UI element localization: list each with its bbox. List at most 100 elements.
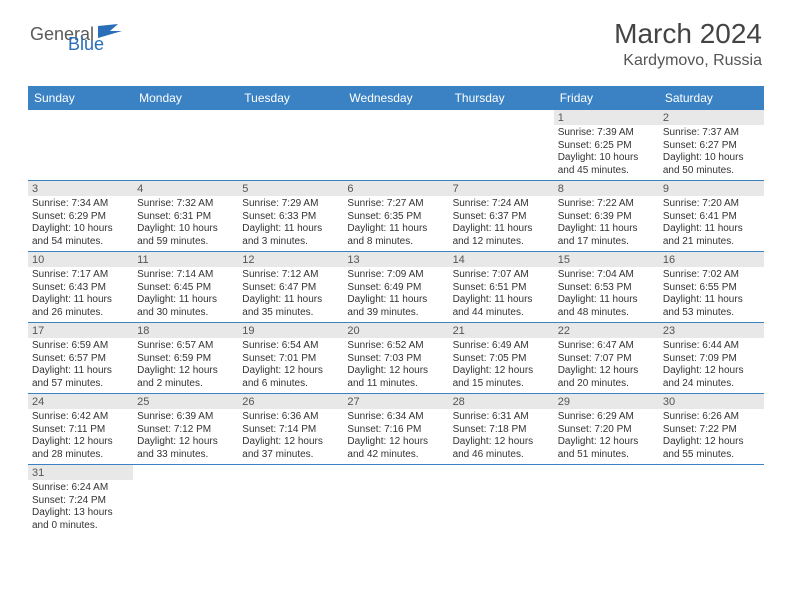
day-cell-7: Sunrise: 7:24 AMSunset: 6:37 PMDaylight:… bbox=[449, 196, 554, 252]
day-17-d1: Daylight: 11 hours bbox=[32, 365, 129, 378]
day-cell-18: Sunrise: 6:57 AMSunset: 6:59 PMDaylight:… bbox=[133, 338, 238, 394]
day-3-d2: and 54 minutes. bbox=[32, 236, 129, 249]
week-1-daynum-row: 3456789 bbox=[28, 181, 764, 197]
daynum-empty bbox=[449, 110, 554, 125]
day-6-d2: and 8 minutes. bbox=[347, 236, 444, 249]
day-21-d2: and 15 minutes. bbox=[453, 378, 550, 391]
day-19-sr: Sunrise: 6:54 AM bbox=[242, 340, 339, 353]
day-cell-11: Sunrise: 7:14 AMSunset: 6:45 PMDaylight:… bbox=[133, 267, 238, 323]
day-cell-empty bbox=[133, 125, 238, 181]
day-31-sr: Sunrise: 6:24 AM bbox=[32, 482, 129, 495]
day-10-d2: and 26 minutes. bbox=[32, 307, 129, 320]
day-23-d2: and 24 minutes. bbox=[663, 378, 760, 391]
day-cell-1: Sunrise: 7:39 AMSunset: 6:25 PMDaylight:… bbox=[554, 125, 659, 181]
day-23-d1: Daylight: 12 hours bbox=[663, 365, 760, 378]
daynum-23: 23 bbox=[659, 323, 764, 339]
day-2-d2: and 50 minutes. bbox=[663, 165, 760, 178]
day-19-d1: Daylight: 12 hours bbox=[242, 365, 339, 378]
day-22-ss: Sunset: 7:07 PM bbox=[558, 353, 655, 366]
daynum-empty bbox=[238, 110, 343, 125]
day-18-d1: Daylight: 12 hours bbox=[137, 365, 234, 378]
month-title: March 2024 bbox=[614, 18, 762, 50]
day-16-ss: Sunset: 6:55 PM bbox=[663, 282, 760, 295]
day-26-d1: Daylight: 12 hours bbox=[242, 436, 339, 449]
day-20-sr: Sunrise: 6:52 AM bbox=[347, 340, 444, 353]
day-3-ss: Sunset: 6:29 PM bbox=[32, 211, 129, 224]
daynum-empty bbox=[659, 465, 764, 481]
day-25-d2: and 33 minutes. bbox=[137, 449, 234, 462]
daynum-1: 1 bbox=[554, 110, 659, 125]
day-27-d2: and 42 minutes. bbox=[347, 449, 444, 462]
week-5-daynum-row: 31 bbox=[28, 465, 764, 481]
day-7-d2: and 12 minutes. bbox=[453, 236, 550, 249]
day-7-ss: Sunset: 6:37 PM bbox=[453, 211, 550, 224]
day-5-d2: and 3 minutes. bbox=[242, 236, 339, 249]
day-9-ss: Sunset: 6:41 PM bbox=[663, 211, 760, 224]
day-12-sr: Sunrise: 7:12 AM bbox=[242, 269, 339, 282]
day-2-d1: Daylight: 10 hours bbox=[663, 152, 760, 165]
daynum-17: 17 bbox=[28, 323, 133, 339]
daynum-20: 20 bbox=[343, 323, 448, 339]
daynum-7: 7 bbox=[449, 181, 554, 197]
week-0-info-row: Sunrise: 7:39 AMSunset: 6:25 PMDaylight:… bbox=[28, 125, 764, 181]
day-30-ss: Sunset: 7:22 PM bbox=[663, 424, 760, 437]
day-9-d2: and 21 minutes. bbox=[663, 236, 760, 249]
day-cell-24: Sunrise: 6:42 AMSunset: 7:11 PMDaylight:… bbox=[28, 409, 133, 465]
day-16-d1: Daylight: 11 hours bbox=[663, 294, 760, 307]
day-cell-empty bbox=[28, 125, 133, 181]
daynum-empty bbox=[343, 110, 448, 125]
day-8-d2: and 17 minutes. bbox=[558, 236, 655, 249]
day-22-sr: Sunrise: 6:47 AM bbox=[558, 340, 655, 353]
day-cell-empty bbox=[449, 480, 554, 535]
day-27-sr: Sunrise: 6:34 AM bbox=[347, 411, 444, 424]
week-4-daynum-row: 24252627282930 bbox=[28, 394, 764, 410]
day-29-d1: Daylight: 12 hours bbox=[558, 436, 655, 449]
day-5-ss: Sunset: 6:33 PM bbox=[242, 211, 339, 224]
day-cell-empty bbox=[238, 480, 343, 535]
day-8-ss: Sunset: 6:39 PM bbox=[558, 211, 655, 224]
day-11-ss: Sunset: 6:45 PM bbox=[137, 282, 234, 295]
day-cell-4: Sunrise: 7:32 AMSunset: 6:31 PMDaylight:… bbox=[133, 196, 238, 252]
day-28-ss: Sunset: 7:18 PM bbox=[453, 424, 550, 437]
day-17-ss: Sunset: 6:57 PM bbox=[32, 353, 129, 366]
daynum-3: 3 bbox=[28, 181, 133, 197]
day-2-sr: Sunrise: 7:37 AM bbox=[663, 127, 760, 140]
daynum-12: 12 bbox=[238, 252, 343, 268]
day-15-d2: and 48 minutes. bbox=[558, 307, 655, 320]
daynum-28: 28 bbox=[449, 394, 554, 410]
day-cell-15: Sunrise: 7:04 AMSunset: 6:53 PMDaylight:… bbox=[554, 267, 659, 323]
day-15-d1: Daylight: 11 hours bbox=[558, 294, 655, 307]
day-18-d2: and 2 minutes. bbox=[137, 378, 234, 391]
daynum-6: 6 bbox=[343, 181, 448, 197]
day-cell-12: Sunrise: 7:12 AMSunset: 6:47 PMDaylight:… bbox=[238, 267, 343, 323]
day-31-d1: Daylight: 13 hours bbox=[32, 507, 129, 520]
day-16-sr: Sunrise: 7:02 AM bbox=[663, 269, 760, 282]
day-24-sr: Sunrise: 6:42 AM bbox=[32, 411, 129, 424]
week-0-daynum-row: 12 bbox=[28, 110, 764, 125]
daynum-24: 24 bbox=[28, 394, 133, 410]
daynum-30: 30 bbox=[659, 394, 764, 410]
daynum-14: 14 bbox=[449, 252, 554, 268]
daynum-empty bbox=[133, 110, 238, 125]
day-cell-26: Sunrise: 6:36 AMSunset: 7:14 PMDaylight:… bbox=[238, 409, 343, 465]
daynum-empty bbox=[554, 465, 659, 481]
day-12-d1: Daylight: 11 hours bbox=[242, 294, 339, 307]
day-4-d2: and 59 minutes. bbox=[137, 236, 234, 249]
day-10-d1: Daylight: 11 hours bbox=[32, 294, 129, 307]
day-1-sr: Sunrise: 7:39 AM bbox=[558, 127, 655, 140]
daynum-10: 10 bbox=[28, 252, 133, 268]
day-cell-19: Sunrise: 6:54 AMSunset: 7:01 PMDaylight:… bbox=[238, 338, 343, 394]
day-cell-empty bbox=[343, 480, 448, 535]
day-header-wednesday: Wednesday bbox=[343, 86, 448, 110]
day-cell-3: Sunrise: 7:34 AMSunset: 6:29 PMDaylight:… bbox=[28, 196, 133, 252]
day-cell-empty bbox=[554, 480, 659, 535]
daynum-27: 27 bbox=[343, 394, 448, 410]
day-10-sr: Sunrise: 7:17 AM bbox=[32, 269, 129, 282]
day-cell-17: Sunrise: 6:59 AMSunset: 6:57 PMDaylight:… bbox=[28, 338, 133, 394]
day-cell-5: Sunrise: 7:29 AMSunset: 6:33 PMDaylight:… bbox=[238, 196, 343, 252]
day-29-ss: Sunset: 7:20 PM bbox=[558, 424, 655, 437]
day-header-friday: Friday bbox=[554, 86, 659, 110]
day-13-sr: Sunrise: 7:09 AM bbox=[347, 269, 444, 282]
day-15-sr: Sunrise: 7:04 AM bbox=[558, 269, 655, 282]
day-cell-empty bbox=[659, 480, 764, 535]
